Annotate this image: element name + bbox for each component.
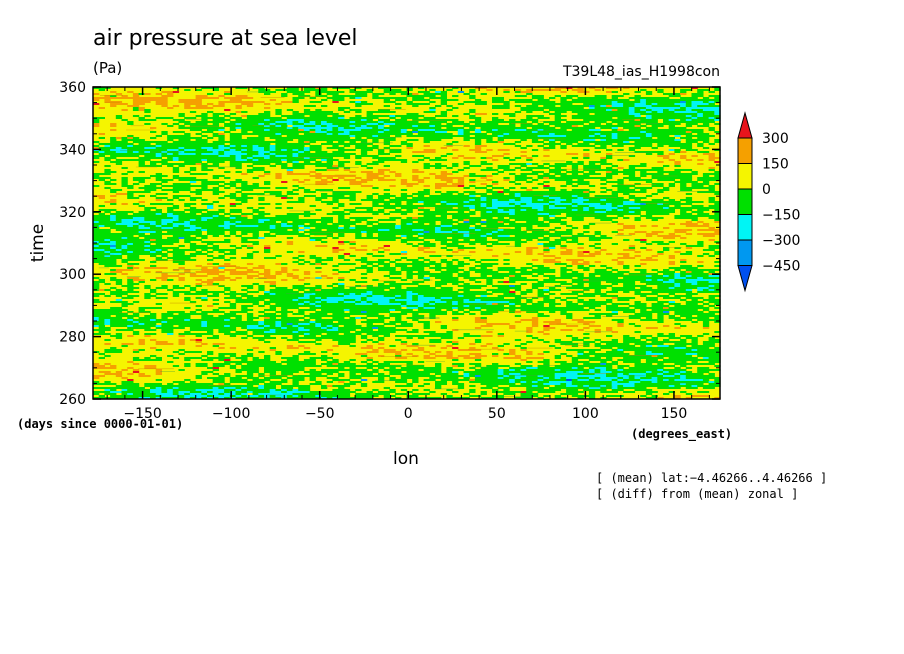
x-tick-label: 100: [572, 406, 599, 422]
colorbar-segment: [737, 214, 753, 241]
colorbar-segment: [737, 239, 753, 266]
colorbar-min-arrow: [737, 265, 753, 293]
y-tick-label: 300: [59, 267, 86, 283]
x-tick-label: 0: [404, 406, 413, 422]
note-mean-lat: [ (mean) lat:−4.46266..4.46266 ]: [596, 471, 827, 485]
y-tick-label: 260: [59, 392, 86, 408]
y-axis-units: (days since 0000-01-01): [17, 417, 183, 431]
x-tick-label: −50: [305, 406, 335, 422]
y-tick-label: 340: [59, 142, 86, 158]
y-tick-label: 360: [59, 80, 86, 96]
colorbar-label: −150: [762, 208, 800, 224]
units-label: (Pa): [93, 59, 122, 77]
colorbar-segment: [737, 188, 753, 215]
y-axis-label: time: [28, 224, 48, 262]
x-axis-label: lon: [393, 449, 419, 469]
colorbar-label: −450: [762, 259, 800, 275]
colorbar-max-arrow: [737, 111, 753, 139]
colorbar-segment: [737, 137, 753, 164]
x-axis-units: (degrees_east): [631, 427, 732, 442]
colorbar: 300 150 0 −150 −300 −450: [737, 111, 800, 293]
run-label: T39L48_ias_H1998con: [562, 64, 720, 80]
y-tick-label: 320: [59, 205, 86, 221]
chart-title: air pressure at sea level: [93, 26, 358, 51]
x-tick-label: −150: [123, 406, 161, 422]
colorbar-segment: [737, 163, 753, 190]
note-diff-zonal: [ (diff) from (mean) zonal ]: [596, 487, 798, 501]
x-tick-label: −100: [212, 406, 250, 422]
colorbar-label: 150: [762, 157, 789, 173]
heatmap-field: [93, 87, 721, 399]
y-axis: 260 280 300 320 340 360: [59, 80, 720, 408]
x-tick-label: 150: [661, 406, 688, 422]
colorbar-label: 0: [762, 182, 771, 198]
x-axis: −150 −100 −50 0 50 100 150: [106, 87, 710, 422]
colorbar-label: −300: [762, 233, 800, 249]
y-tick-label: 280: [59, 330, 86, 346]
colorbar-label: 300: [762, 131, 789, 147]
x-tick-label: 50: [488, 406, 506, 422]
